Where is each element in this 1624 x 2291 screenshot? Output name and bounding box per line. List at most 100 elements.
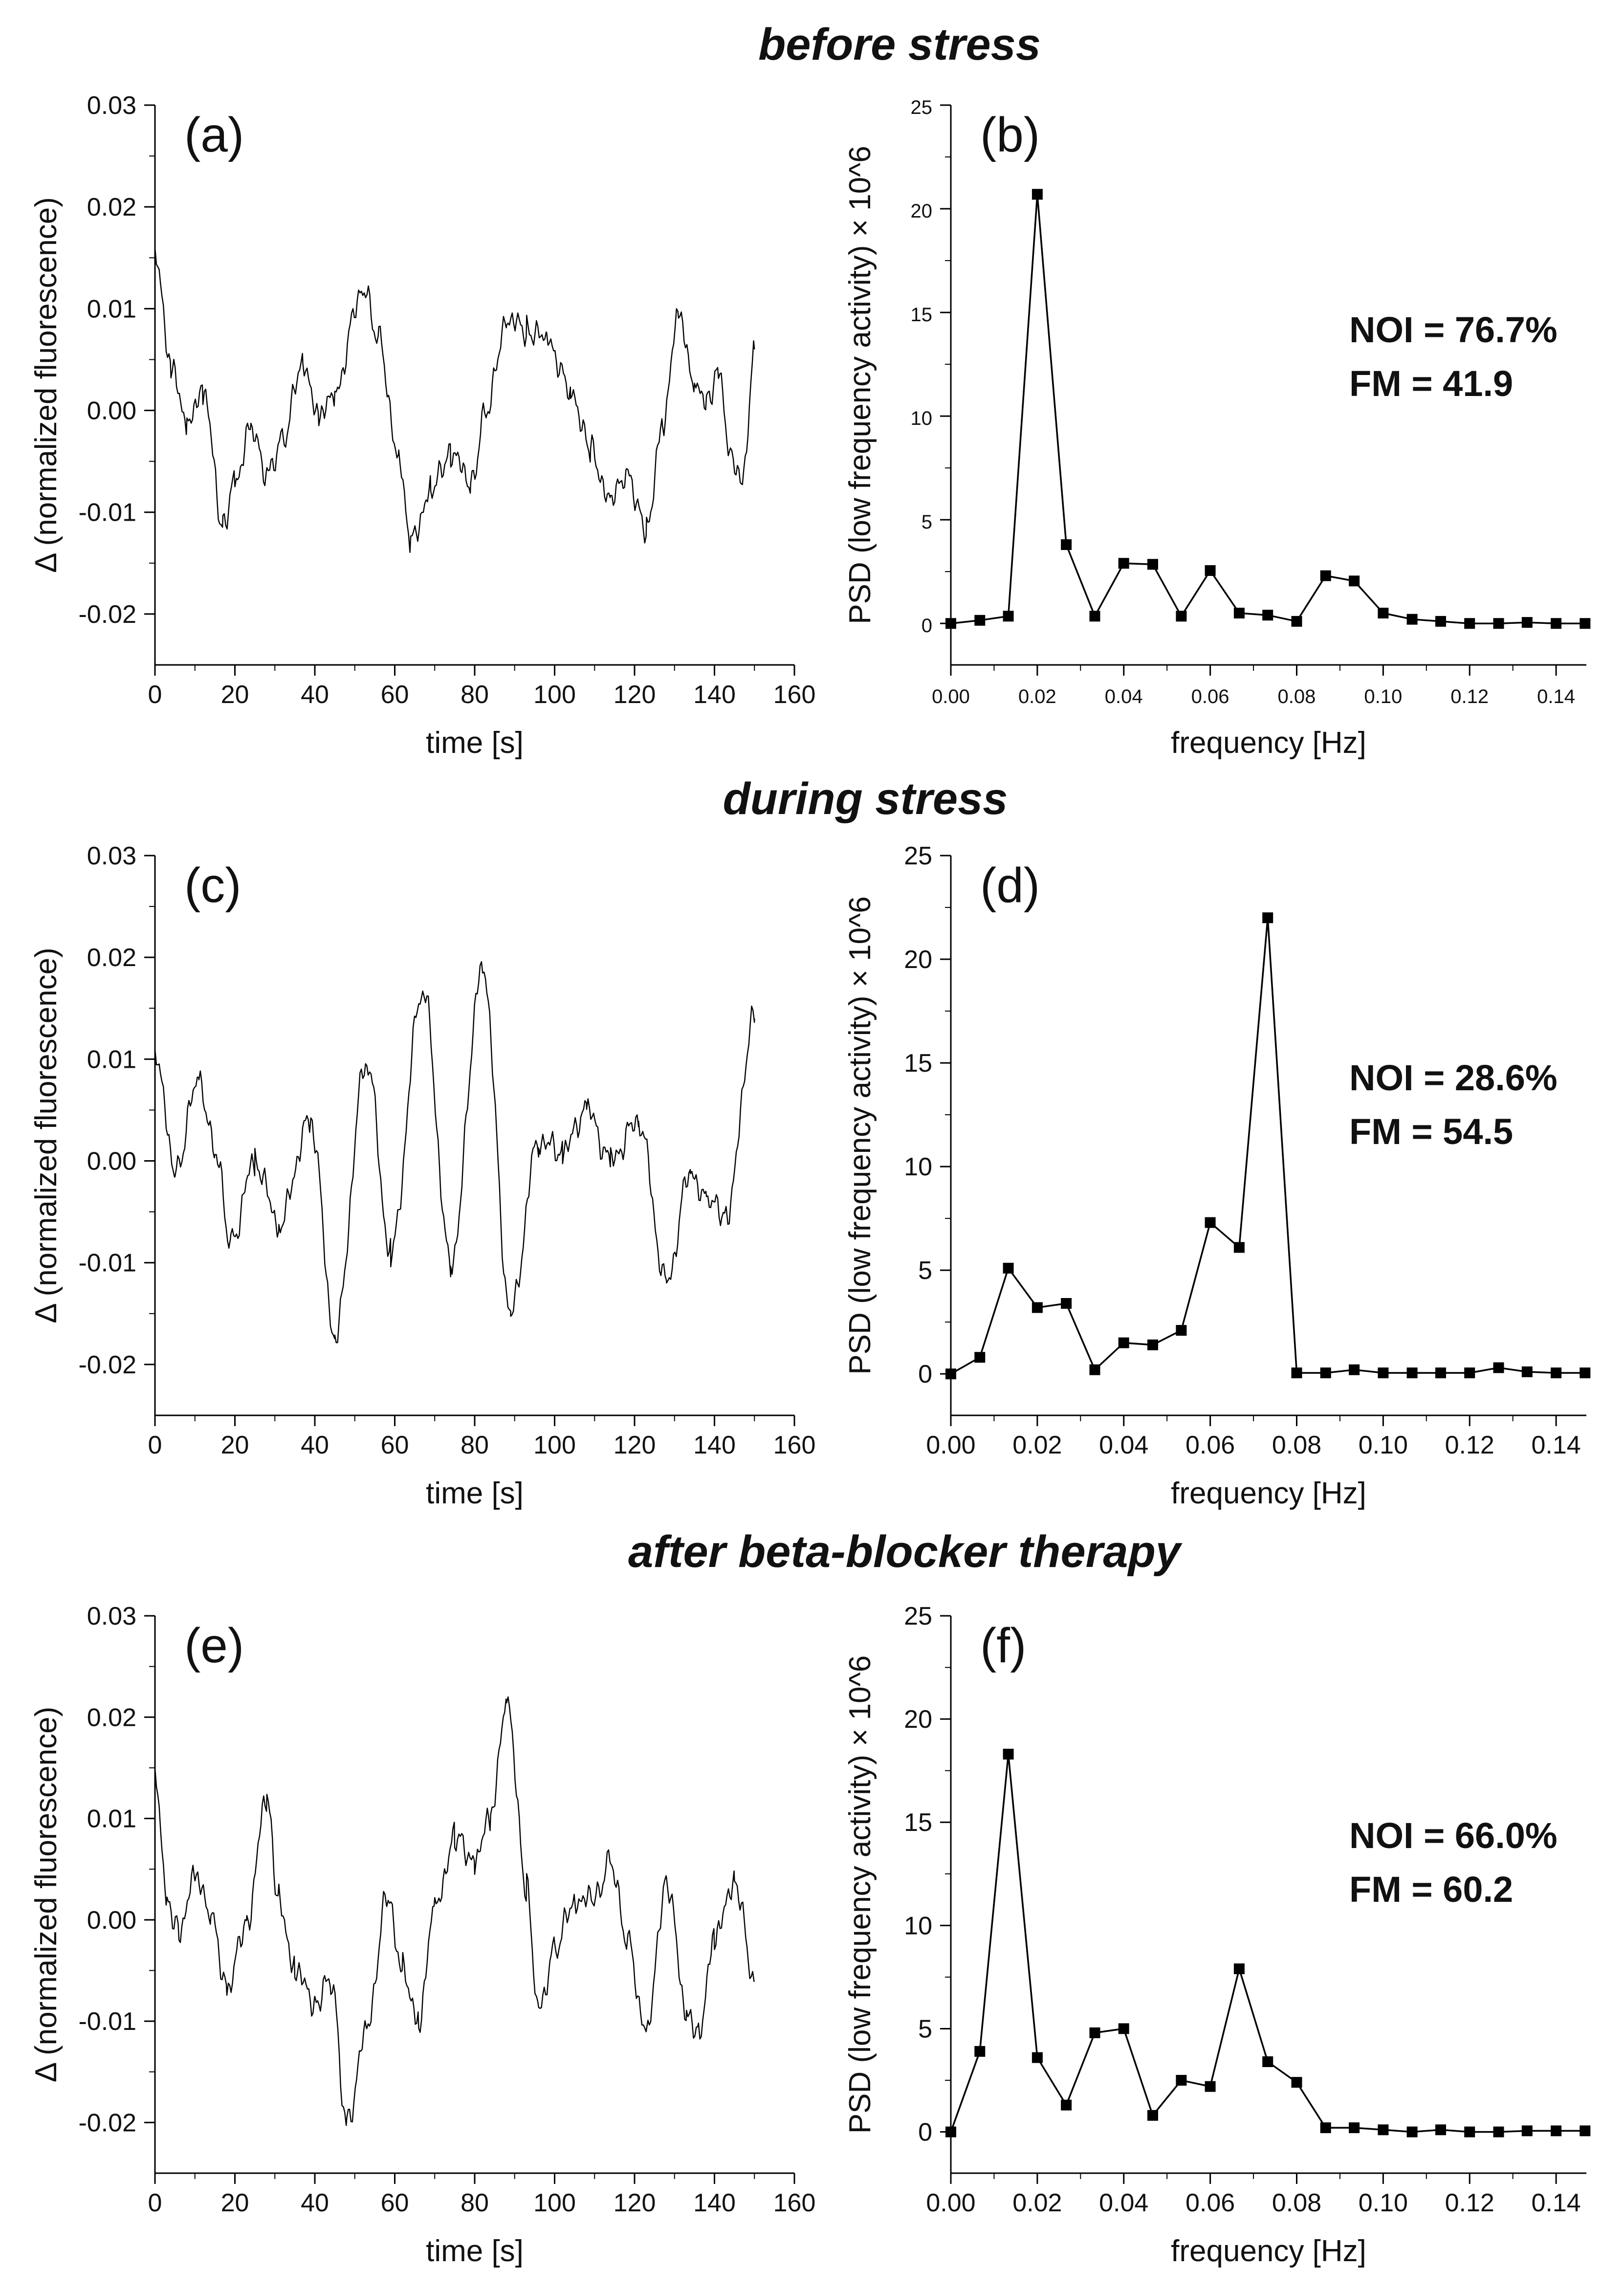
- x-tick-label: 0.04: [1105, 686, 1143, 707]
- x-axis-label: frequency [Hz]: [1171, 2234, 1366, 2268]
- data-point: [1176, 2075, 1187, 2086]
- data-point: [1089, 1364, 1100, 1375]
- y-tick-label: 15: [911, 304, 933, 326]
- x-tick-label: 120: [614, 2189, 656, 2217]
- x-tick-label: 0.06: [1185, 2189, 1235, 2217]
- y-tick-label: 10: [904, 1912, 932, 1940]
- x-tick-label: 0.00: [926, 1431, 975, 1459]
- x-tick-label: 0.14: [1531, 2189, 1580, 2217]
- data-point: [945, 618, 956, 629]
- stat-annotation: FM = 41.9: [1349, 363, 1513, 404]
- data-point: [1031, 2052, 1043, 2063]
- data-point: [1118, 2023, 1129, 2034]
- y-tick-label: 25: [904, 842, 932, 870]
- x-tick-label: 20: [221, 2189, 249, 2217]
- data-point: [974, 615, 986, 626]
- panel-e: 0 20 40 60 80 100 120 140 160 -0.02 -0.01 0.00 0.01 0…: [29, 1602, 815, 2268]
- x-tick-label: 0.10: [1359, 2189, 1408, 2217]
- y-tick-label: 0.02: [87, 193, 136, 221]
- x-tick-label: 0.14: [1537, 686, 1575, 707]
- panel-f: 0.00 0.02 0.04 0.06 0.08 0.10 0.12 0.14 0 5 10 15 20…: [843, 1602, 1591, 2268]
- data-point: [1031, 189, 1043, 200]
- x-axis-label: frequency [Hz]: [1171, 1476, 1366, 1510]
- data-point: [1320, 1367, 1331, 1379]
- y-tick-label: 0: [918, 2118, 932, 2147]
- data-point: [1205, 565, 1216, 576]
- data-point: [974, 1352, 986, 1363]
- section-title: before stress: [758, 20, 1041, 69]
- data-point: [1147, 2110, 1158, 2121]
- y-tick-label: 0.03: [87, 91, 136, 120]
- data-point: [1118, 1337, 1129, 1348]
- data-point: [1233, 1242, 1245, 1253]
- y-tick-label: 25: [911, 97, 933, 118]
- stat-annotation: NOI = 76.7%: [1349, 309, 1558, 350]
- x-tick-label: 0: [148, 2189, 162, 2217]
- data-point: [1205, 1217, 1216, 1228]
- data-point: [1118, 558, 1129, 569]
- y-tick-label: 0.00: [87, 1906, 136, 1935]
- x-tick-label: 100: [533, 681, 576, 709]
- x-tick-label: 0.02: [1012, 1431, 1062, 1459]
- data-point: [1580, 1367, 1591, 1379]
- data-point: [1551, 618, 1562, 629]
- y-axis-label: Δ (normalized fluorescence): [29, 197, 63, 573]
- data-point: [1147, 559, 1158, 570]
- y-tick-label: -0.02: [78, 1351, 136, 1379]
- x-tick-label: 120: [614, 681, 656, 709]
- data-point: [974, 2046, 986, 2057]
- data-point: [1406, 1367, 1418, 1379]
- data-point: [1378, 2124, 1389, 2136]
- y-tick-label: 0.03: [87, 842, 136, 870]
- panel-a: 0 20 40 60 80 100 120 140 160 -0.02 -0.01 0.00 0.01 0…: [29, 91, 815, 760]
- section-titles: before stress during stress after beta-blo…: [628, 20, 1183, 1577]
- panel-c: 0 20 40 60 80 100 120 140 160 -0.02 -0.01 0.00 0.01 0…: [29, 842, 815, 1510]
- x-tick-label: 0.08: [1272, 2189, 1321, 2217]
- y-tick-label: 20: [904, 946, 932, 974]
- x-tick-label: 0.14: [1531, 1431, 1580, 1459]
- data-point: [1580, 618, 1591, 629]
- panels: 0 20 40 60 80 100 120 140 160-0.02-0.010.000.010…: [29, 91, 1591, 2268]
- y-tick-label: 5: [918, 2015, 932, 2043]
- data-point: [1176, 611, 1187, 622]
- x-tick-label: 140: [693, 681, 736, 709]
- series-line: [950, 1754, 1585, 2133]
- panel-label: (e): [184, 1618, 244, 1673]
- x-tick-label: 0.10: [1364, 686, 1402, 707]
- x-tick-label: 160: [773, 1431, 816, 1459]
- y-tick-label: 0.00: [87, 1147, 136, 1176]
- x-tick-label: 100: [533, 2189, 576, 2217]
- data-point: [1262, 2056, 1273, 2067]
- panel-b: 0.00 0.02 0.04 0.06 0.08 0.10 0.12 0.14 0 5 10 15 20…: [843, 97, 1591, 760]
- data-point: [1089, 611, 1100, 622]
- panel-label: (c): [184, 858, 241, 913]
- y-tick-label: 0: [918, 1360, 932, 1388]
- panel-d: 0.00 0.02 0.04 0.06 0.08 0.10 0.12 0.14 0 5 10 15 20…: [843, 842, 1591, 1510]
- x-tick-label: 80: [461, 2189, 489, 2217]
- y-tick-label: 10: [911, 408, 933, 429]
- data-point: [1291, 1367, 1302, 1379]
- y-axis-label: PSD (low frequency activity) × 10^6: [843, 896, 877, 1374]
- data-point: [1464, 618, 1475, 629]
- x-tick-label: 140: [693, 2189, 736, 2217]
- x-tick-label: 0.02: [1012, 2189, 1062, 2217]
- data-point: [1061, 2099, 1072, 2111]
- data-point: [1176, 1325, 1187, 1336]
- y-tick-label: 15: [904, 1049, 932, 1078]
- data-point: [1406, 614, 1418, 625]
- x-tick-label: 0.08: [1278, 686, 1316, 707]
- panel-label: (a): [184, 108, 244, 162]
- y-tick-label: -0.01: [78, 499, 136, 527]
- data-point: [1089, 2027, 1100, 2038]
- x-axis-label: time [s]: [426, 1476, 524, 1510]
- stat-annotation: NOI = 66.0%: [1349, 1815, 1558, 1856]
- data-point: [1349, 575, 1360, 587]
- x-tick-label: 40: [301, 681, 329, 709]
- x-tick-label: 0.08: [1272, 1431, 1321, 1459]
- data-point: [945, 2126, 956, 2137]
- data-point: [1378, 1367, 1389, 1379]
- data-point: [1233, 1963, 1245, 1974]
- section-title: after beta-blocker therapy: [628, 1527, 1183, 1577]
- data-point: [1003, 611, 1014, 622]
- y-tick-label: 5: [918, 1256, 932, 1285]
